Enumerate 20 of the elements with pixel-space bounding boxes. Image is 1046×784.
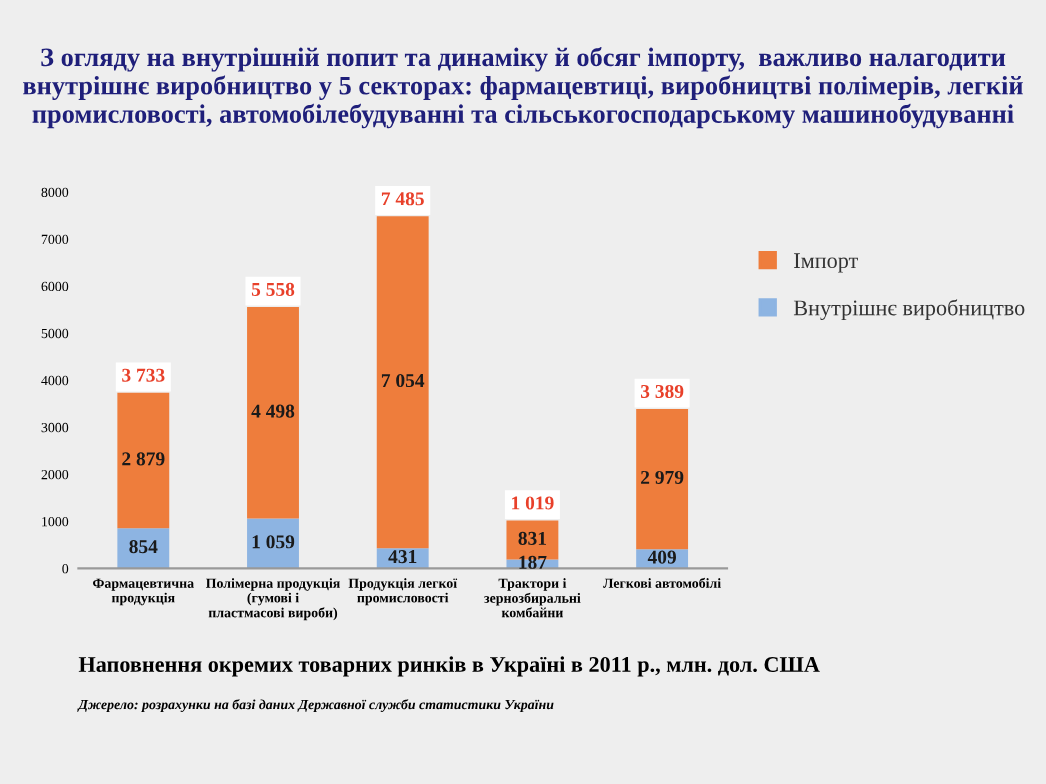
data-label: 409 xyxy=(647,550,676,564)
legend-label: Внутрішнє виробництво xyxy=(793,299,1025,320)
total-label: 1 019 xyxy=(512,496,554,510)
data-label: 431 xyxy=(388,550,417,564)
total-label: 7 485 xyxy=(381,192,424,206)
data-label: 187 xyxy=(519,555,547,569)
total-label: 3 733 xyxy=(122,368,165,382)
data-label: 4 498 xyxy=(251,404,295,418)
data-label: 7 054 xyxy=(381,373,425,388)
chart-title: З огляду на внутрішній попит та динаміку й обсяг імпорту, важливо налагодити внутрішнє виробництво у 5 секторах: фармацевтиці, виробництві полімерів, легкій промисловості, автомобілебудуванні та сільськогосподарському машинобудуванні xyxy=(23,47,1023,129)
legend-label: Імпорт xyxy=(794,253,858,273)
data-label: 854 xyxy=(129,540,158,554)
bar xyxy=(117,528,170,569)
total-label: 3 389 xyxy=(640,384,684,399)
data-label: 831 xyxy=(518,531,546,545)
data-label: 2 979 xyxy=(641,470,684,484)
data-label: 1 059 xyxy=(252,535,295,549)
data-label: 2 879 xyxy=(122,452,165,466)
total-label: 5 558 xyxy=(251,282,295,296)
text: Наповнення окремих товарних ринків в Україні в 2011 р., млн. дол. США xyxy=(78,656,820,677)
